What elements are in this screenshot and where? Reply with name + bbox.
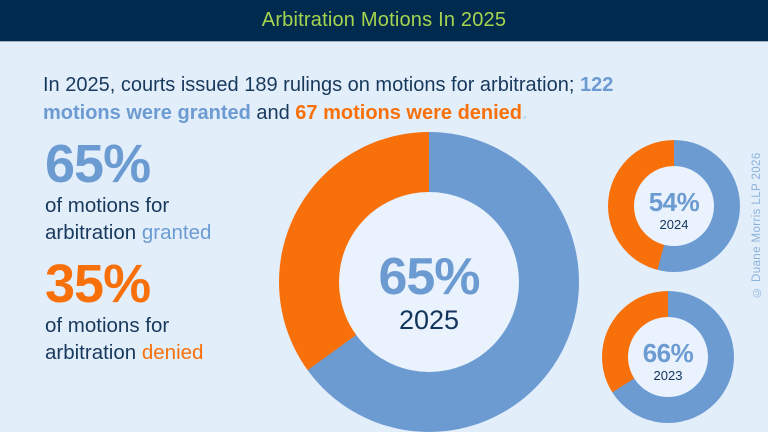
donut-chart-2024: 54% 2024	[608, 140, 740, 272]
donut-chart-2023: 66% 2023	[602, 291, 734, 423]
intro-denied-phrase: 67 motions were denied	[295, 102, 523, 124]
granted-caption-line2: arbitration granted	[45, 219, 211, 246]
donut-2025-percentage: 65%	[378, 248, 480, 306]
donut-2025-hole: 65% 2025	[339, 192, 519, 372]
intro-granted-count: 122	[579, 74, 614, 96]
donut-2023-hole: 66% 2023	[628, 317, 708, 397]
donut-2023-percentage: 66%	[642, 337, 694, 368]
intro-text: In 2025, courts issued 189 rulings on mo…	[43, 71, 703, 127]
denied-caption-line1: of motions for	[45, 314, 170, 337]
donut-2024-year-label: 2024	[659, 216, 689, 232]
page-title: Arbitration Motions In 2025	[261, 9, 507, 31]
denied-percentage: 35%	[45, 254, 151, 314]
denied-caption-word: arbitration	[45, 341, 137, 364]
granted-caption-word: arbitration	[45, 221, 137, 244]
intro-period: .	[522, 102, 528, 124]
donut-2024-hole: 54% 2024	[634, 166, 714, 246]
intro-connector: and	[250, 102, 296, 124]
intro-granted-phrase: motions were granted	[43, 102, 251, 124]
donut-2023-year-label: 2023	[653, 367, 683, 383]
summary-stats: 65% of motions for arbitration granted 3…	[45, 136, 211, 366]
header-bar: Arbitration Motions In 2025	[0, 0, 768, 42]
granted-caption-line1: of motions for	[45, 194, 170, 217]
intro-lead: In 2025, courts issued 189 rulings on mo…	[43, 74, 580, 96]
granted-keyword: granted	[141, 221, 212, 244]
donut-chart-2025: 65% 2025	[279, 132, 579, 432]
copyright-note: © Duane Morris LLP 2026	[751, 152, 763, 298]
granted-percentage: 65%	[45, 134, 151, 194]
donut-2025-year-label: 2025	[398, 305, 460, 335]
denied-caption-line2: arbitration denied	[45, 339, 211, 366]
donut-2024-percentage: 54%	[648, 186, 700, 217]
denied-keyword: denied	[141, 341, 204, 364]
